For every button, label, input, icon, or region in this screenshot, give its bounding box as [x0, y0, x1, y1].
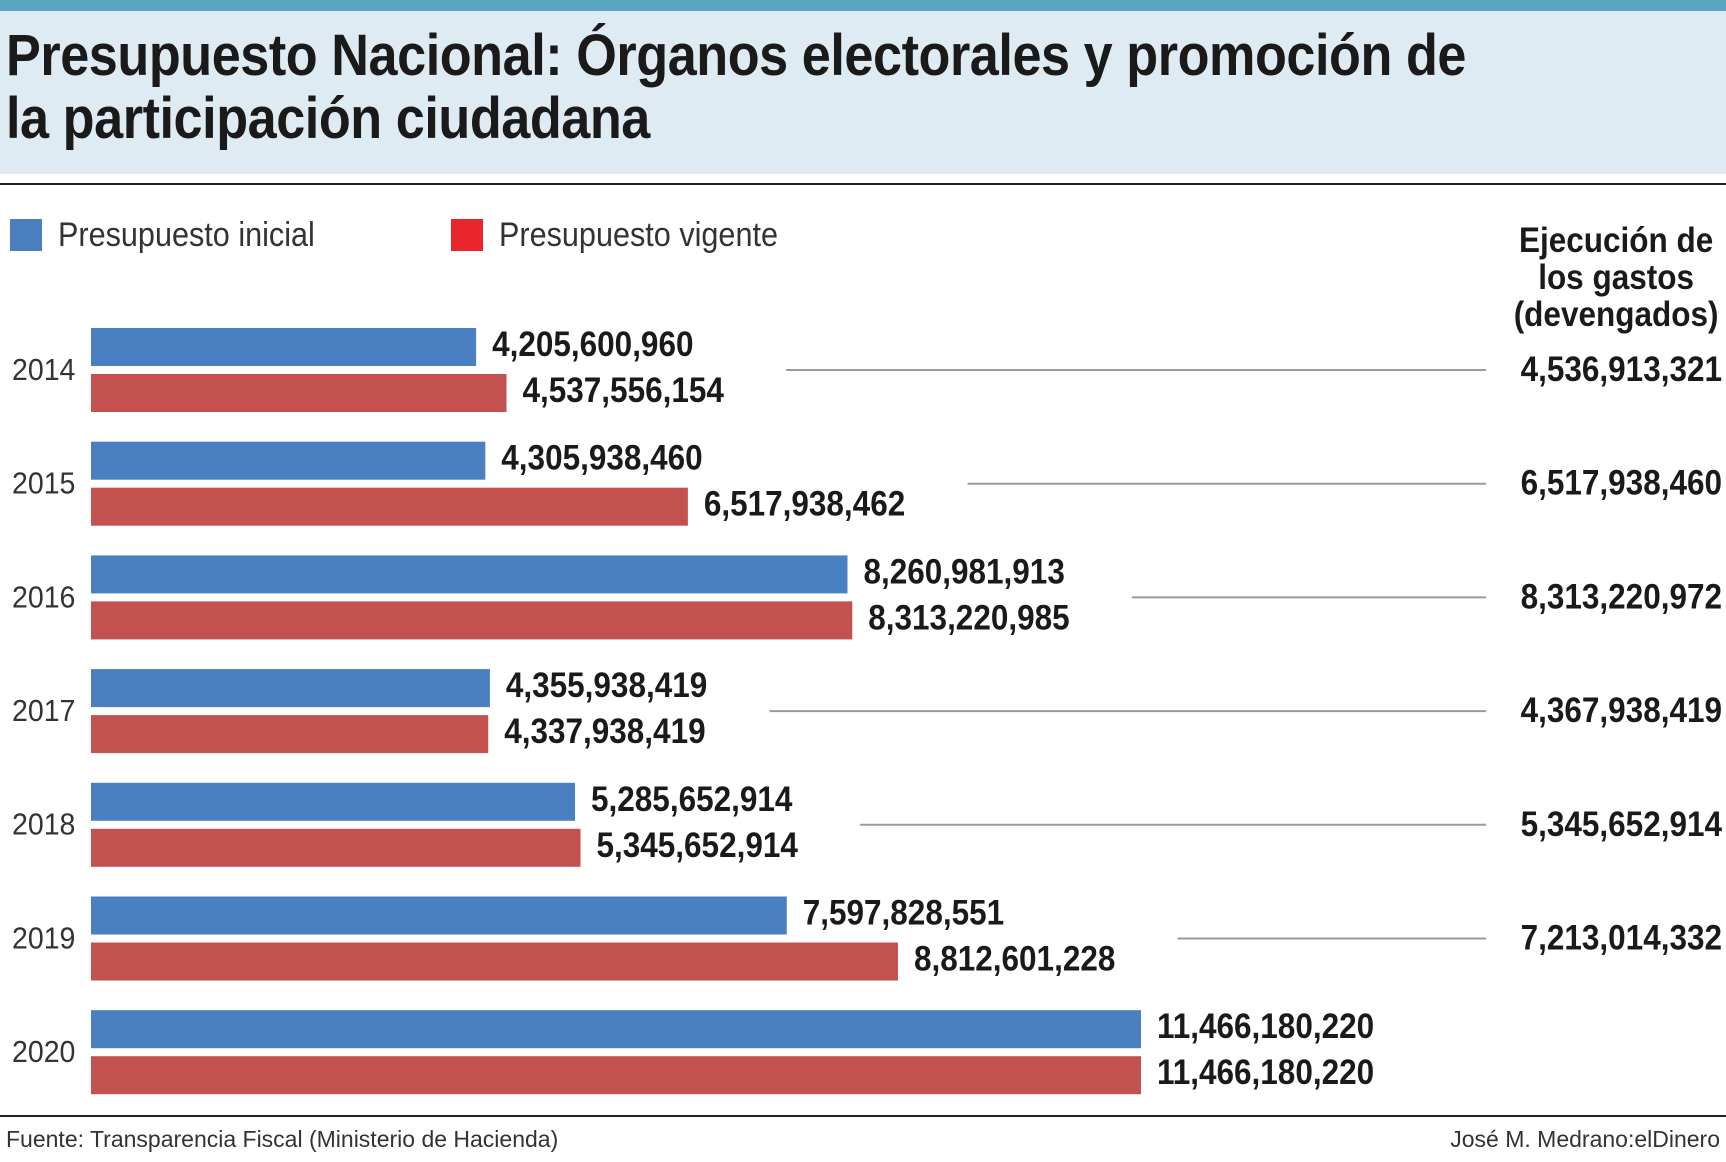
value-label-inicial-2017: 4,355,938,419 [506, 667, 707, 706]
legend-swatch-vigente [451, 219, 483, 251]
bar-vigente-2019 [91, 942, 899, 981]
legend-swatch-inicial [10, 219, 42, 251]
execution-value-2019: 7,213,014,332 [1521, 919, 1722, 958]
source-note: Fuente: Transparencia Fiscal (Ministerio… [6, 1126, 559, 1152]
value-label-vigente-2017: 4,337,938,419 [504, 713, 705, 752]
top-color-strip [0, 0, 1726, 11]
bar-inicial-2018 [91, 782, 576, 821]
value-label-inicial-2018: 5,285,652,914 [591, 780, 793, 819]
legend-label-vigente: Presupuesto vigente [499, 215, 778, 254]
year-label-2019: 2019 [12, 921, 75, 955]
value-label-vigente-2016: 8,313,220,985 [868, 599, 1069, 638]
value-label-vigente-2020: 11,466,180,220 [1157, 1054, 1374, 1093]
year-label-2017: 2017 [12, 694, 75, 728]
year-label-2016: 2016 [12, 580, 75, 614]
value-label-vigente-2019: 8,812,601,228 [914, 940, 1115, 979]
value-label-inicial-2019: 7,597,828,551 [803, 894, 1004, 933]
value-label-vigente-2018: 5,345,652,914 [597, 826, 799, 865]
value-label-vigente-2014: 4,537,556,154 [523, 372, 725, 411]
legend-item-inicial: Presupuesto inicial [10, 215, 343, 255]
bar-inicial-2019 [91, 896, 787, 935]
value-label-inicial-2014: 4,205,600,960 [492, 326, 693, 365]
bar-inicial-2015 [91, 441, 486, 480]
year-label-2014: 2014 [12, 353, 75, 387]
execution-value-2016: 8,313,220,972 [1521, 578, 1722, 617]
execution-value-2017: 4,367,938,419 [1521, 692, 1722, 731]
bar-vigente-2016 [91, 601, 853, 640]
title-band [0, 11, 1726, 174]
bar-vigente-2015 [91, 487, 688, 526]
year-label-2015: 2015 [12, 467, 75, 501]
credit-note: José M. Medrano:elDinero [1450, 1126, 1720, 1152]
value-label-inicial-2016: 8,260,981,913 [863, 553, 1064, 592]
bar-inicial-2016 [91, 555, 848, 594]
top-rule [0, 183, 1726, 185]
value-label-inicial-2020: 11,466,180,220 [1157, 1008, 1374, 1047]
bar-vigente-2014 [91, 374, 507, 412]
legend-item-vigente: Presupuesto vigente [451, 215, 809, 255]
bottom-rule [0, 1115, 1726, 1117]
value-label-inicial-2015: 4,305,938,460 [501, 439, 702, 478]
value-label-vigente-2015: 6,517,938,462 [704, 485, 905, 524]
legend-label-inicial: Presupuesto inicial [58, 215, 315, 254]
chart-title: Presupuesto Nacional: Órganos electorale… [6, 23, 1467, 151]
year-label-2018: 2018 [12, 808, 75, 842]
execution-value-2018: 5,345,652,914 [1521, 805, 1723, 844]
bar-vigente-2018 [91, 828, 581, 867]
year-label-2020: 2020 [12, 1035, 75, 1069]
execution-column-header: Ejecución de los gastos (devengados) [1513, 221, 1719, 334]
execution-value-2015: 6,517,938,460 [1521, 464, 1722, 503]
bar-inicial-2017 [91, 669, 490, 708]
bar-inicial-2014 [91, 328, 477, 366]
bar-vigente-2020 [91, 1056, 1141, 1095]
execution-value-2014: 4,536,913,321 [1521, 351, 1722, 390]
bar-inicial-2020 [91, 1010, 1141, 1049]
bar-vigente-2017 [91, 715, 489, 754]
